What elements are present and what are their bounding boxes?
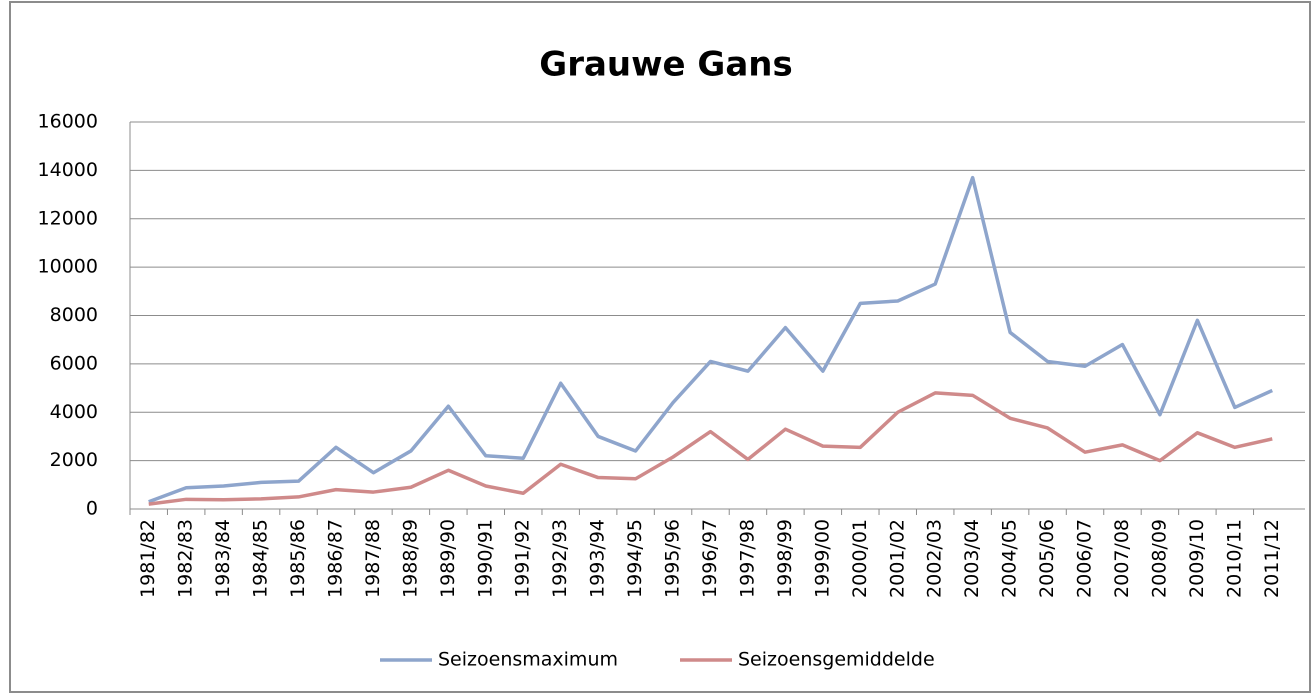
x-tick-label: 1981/82 bbox=[137, 519, 159, 598]
chart-frame bbox=[9, 1, 1311, 693]
x-tick-label: 1994/95 bbox=[624, 519, 646, 598]
x-tick-label: 1999/00 bbox=[811, 519, 833, 598]
x-tick-label: 1989/90 bbox=[437, 519, 459, 598]
y-tick-label: 12000 bbox=[38, 207, 98, 229]
x-tick-label: 1995/96 bbox=[662, 519, 684, 598]
y-tick-label: 6000 bbox=[50, 352, 98, 374]
x-tick-label: 1998/99 bbox=[774, 519, 796, 598]
y-tick-label: 16000 bbox=[38, 111, 98, 133]
y-tick-label: 8000 bbox=[50, 304, 98, 326]
x-tick-label: 1983/84 bbox=[212, 519, 234, 598]
x-tick-label: 2009/10 bbox=[1186, 519, 1208, 598]
x-tick-label: 2000/01 bbox=[849, 519, 871, 598]
y-tick-label: 4000 bbox=[50, 401, 98, 423]
x-tick-label: 2002/03 bbox=[924, 519, 946, 598]
data-line bbox=[148, 175, 1273, 504]
x-tick-label: 2006/07 bbox=[1074, 519, 1096, 598]
x-tick-label: 1986/87 bbox=[324, 519, 346, 598]
x-tick-label: 2007/08 bbox=[1111, 519, 1133, 598]
x-tick-label: 2003/04 bbox=[961, 519, 983, 598]
x-tick-label: 2005/06 bbox=[1036, 519, 1058, 598]
x-tick-label: 2010/11 bbox=[1223, 519, 1245, 598]
x-tick-label: 1996/97 bbox=[699, 519, 721, 598]
x-tick-label: 1990/91 bbox=[474, 519, 496, 598]
y-tick-label: 0 bbox=[86, 498, 98, 520]
x-tick-label: 1982/83 bbox=[175, 519, 197, 598]
x-tick-label: 1988/89 bbox=[399, 519, 421, 598]
x-tick-label: 2008/09 bbox=[1148, 519, 1170, 598]
x-tick-label: 2001/02 bbox=[886, 519, 908, 598]
y-tick-label: 10000 bbox=[38, 256, 98, 278]
y-tick-label: 2000 bbox=[50, 449, 98, 471]
y-tick-label: 14000 bbox=[38, 159, 98, 181]
x-tick-label: 2004/05 bbox=[999, 519, 1021, 598]
legend-label: Seizoensgemiddelde bbox=[738, 649, 935, 671]
x-tick-label: 1984/85 bbox=[250, 519, 272, 598]
x-tick-label: 1997/98 bbox=[736, 519, 758, 598]
x-tick-label: 1985/86 bbox=[287, 519, 309, 598]
x-tick-label: 1991/92 bbox=[512, 519, 534, 598]
legend-label: Seizoensmaximum bbox=[438, 649, 618, 671]
chart-title: Grauwe Gans bbox=[539, 45, 792, 85]
data-line bbox=[148, 391, 1273, 506]
x-tick-label: 1992/93 bbox=[549, 519, 571, 598]
x-tick-label: 1993/94 bbox=[587, 519, 609, 598]
x-tick-label: 1987/88 bbox=[362, 519, 384, 598]
x-tick-label: 2011/12 bbox=[1261, 519, 1283, 598]
